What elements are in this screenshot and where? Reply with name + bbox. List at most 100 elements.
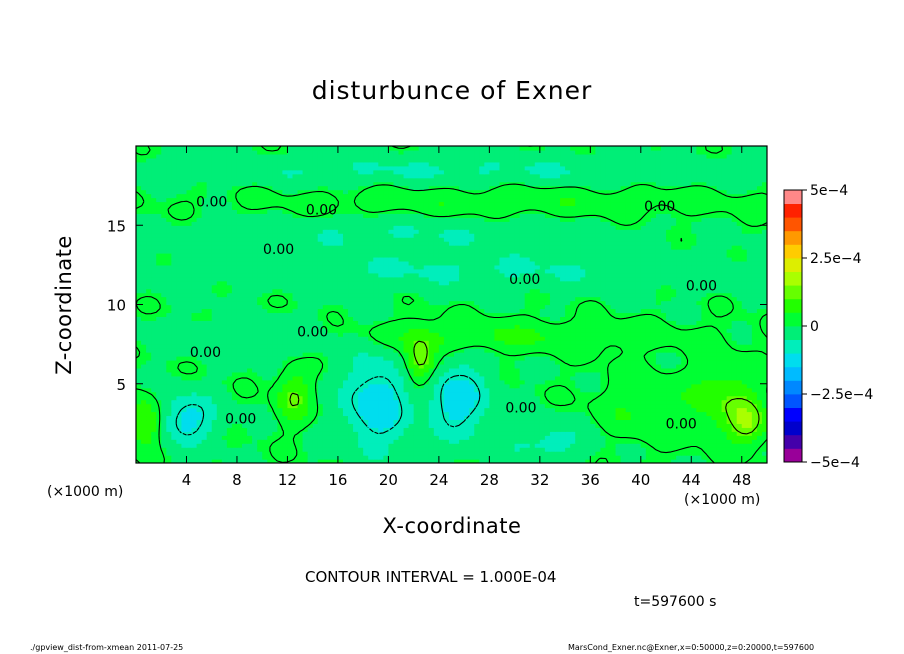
heatmap-cell: [565, 423, 571, 428]
heatmap-cell: [337, 375, 344, 381]
heatmap-cell: [696, 395, 702, 401]
heatmap-cell: [676, 356, 682, 361]
heatmap-cell: [378, 375, 384, 381]
heatmap-cell: [640, 344, 647, 349]
heatmap-cell: [696, 320, 702, 325]
heatmap-cell: [484, 308, 490, 314]
heatmap-cell: [191, 395, 198, 401]
heatmap-cell: [751, 344, 758, 349]
heatmap-cell: [549, 336, 556, 341]
heatmap-cell: [494, 427, 501, 432]
heatmap-cell: [418, 312, 425, 317]
heatmap-cell: [146, 352, 152, 357]
heatmap-cell: [307, 439, 314, 444]
heatmap-cell: [600, 356, 607, 361]
heatmap-cell: [358, 407, 364, 413]
heatmap-cell: [756, 431, 763, 436]
heatmap-cell: [247, 455, 253, 460]
heatmap-cell: [312, 439, 319, 444]
heatmap-cell: [595, 415, 602, 421]
heatmap-cell: [388, 328, 395, 333]
heatmap-cell: [226, 443, 233, 448]
heatmap-cell: [282, 324, 289, 329]
heatmap-cell: [660, 431, 667, 436]
heatmap-cell: [176, 324, 183, 329]
heatmap-cell: [590, 344, 596, 349]
heatmap-cell: [484, 332, 490, 337]
heatmap-cell: [423, 427, 430, 432]
heatmap-cell: [751, 336, 758, 341]
heatmap-cell: [524, 435, 531, 440]
heatmap-cell: [570, 379, 576, 385]
heatmap-cell: [666, 447, 672, 452]
heatmap-cell: [297, 316, 304, 321]
heatmap-cell: [443, 367, 450, 373]
heatmap-cell: [171, 391, 177, 397]
heatmap-cell: [247, 395, 253, 401]
heatmap-cell: [257, 459, 263, 463]
heatmap-cell: [524, 336, 531, 341]
heatmap-cell: [297, 383, 304, 389]
heatmap-cell: [711, 363, 718, 369]
heatmap-cell: [423, 399, 430, 405]
heatmap-cell: [221, 379, 228, 385]
heatmap-cell: [337, 459, 344, 463]
heatmap-cell: [736, 399, 743, 405]
heatmap-cell: [403, 383, 410, 389]
heatmap-cell: [459, 308, 465, 314]
heatmap-cell: [549, 455, 556, 460]
heatmap-cell: [706, 391, 713, 397]
heatmap-cell: [635, 443, 642, 448]
heatmap-cell: [706, 399, 713, 405]
heatmap-cell: [337, 320, 344, 325]
heatmap-cell: [686, 423, 692, 428]
heatmap-cell: [595, 411, 602, 417]
heatmap-cell: [373, 391, 379, 397]
heatmap-cell: [262, 407, 268, 413]
heatmap-cell: [196, 423, 203, 428]
heatmap-cell: [141, 411, 147, 417]
heatmap-cell: [590, 359, 596, 365]
heatmap-cell: [413, 320, 420, 325]
heatmap-cell: [267, 411, 273, 417]
heatmap-cell: [696, 352, 702, 357]
heatmap-cell: [242, 443, 248, 448]
heatmap-cell: [509, 324, 516, 329]
heatmap-cell: [454, 403, 460, 409]
heatmap-cell: [348, 407, 354, 413]
heatmap-cell: [746, 391, 753, 397]
heatmap-cell: [307, 399, 314, 405]
heatmap-cell: [645, 455, 652, 460]
heatmap-cell: [433, 447, 440, 452]
heatmap-cell: [610, 348, 617, 353]
heatmap-cell: [231, 320, 238, 325]
heatmap-cell: [156, 379, 162, 385]
heatmap-cell: [469, 328, 475, 333]
heatmap-cell: [711, 324, 718, 329]
heatmap-cell: [353, 356, 359, 361]
heatmap-cell: [141, 419, 147, 424]
heatmap-cell: [756, 455, 763, 460]
heatmap-cell: [620, 411, 627, 417]
heatmap-cell: [342, 423, 349, 428]
heatmap-cell: [676, 316, 682, 321]
heatmap-cell: [247, 340, 253, 345]
heatmap-cell: [171, 367, 177, 373]
heatmap-cell: [676, 451, 682, 456]
heatmap-cell: [585, 419, 591, 424]
heatmap-cell: [186, 324, 193, 329]
heatmap-cell: [252, 415, 258, 421]
heatmap-cell: [322, 391, 329, 397]
heatmap-cell: [519, 447, 526, 452]
heatmap-cell: [242, 407, 248, 413]
heatmap-cell: [226, 439, 233, 444]
heatmap-cell: [696, 435, 702, 440]
heatmap-cell: [262, 336, 268, 341]
heatmap-cell: [736, 435, 743, 440]
heatmap-cell: [721, 363, 728, 369]
heatmap-cell: [383, 304, 389, 310]
heatmap-cell: [666, 411, 672, 417]
heatmap-cell: [524, 371, 531, 377]
heatmap-cell: [413, 356, 420, 361]
heatmap-cell: [514, 359, 521, 365]
